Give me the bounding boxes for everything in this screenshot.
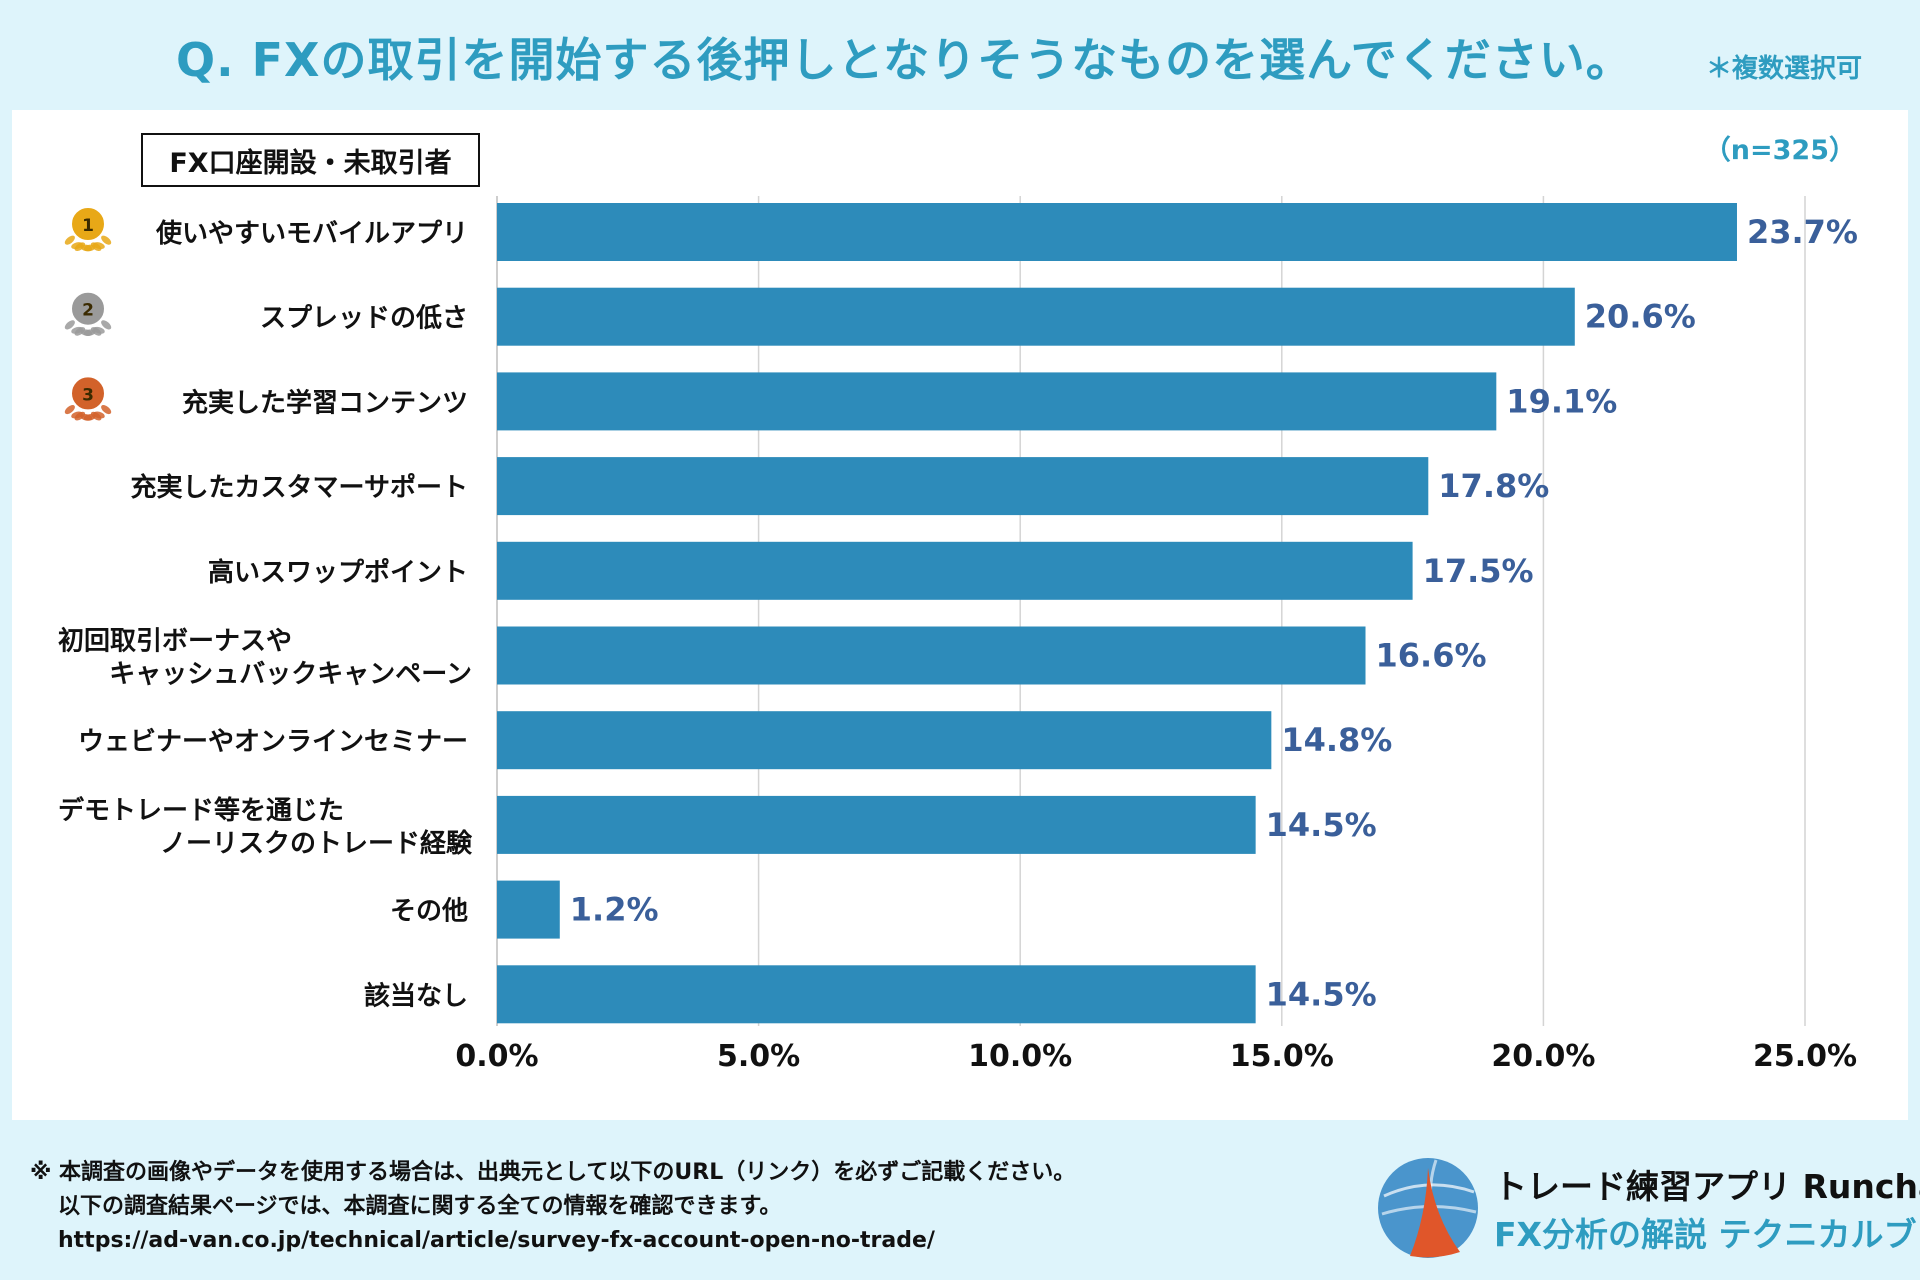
value-label: 14.5% [1266,806,1377,844]
value-label: 1.2% [570,891,659,929]
value-label: 14.5% [1266,975,1377,1013]
laurel-leaf-icon [74,411,86,421]
sample-size: （n=325） [1703,135,1856,166]
bar [497,711,1272,770]
category-label: ノーリスクのトレード経験 [160,828,473,859]
category-label: スプレッドの低さ [260,304,468,334]
header: Q. FXの取引を開始する後押しとなりそうなものを選んでください。 ＊複数選択可 [0,0,1920,110]
multiple-choice-note: ＊複数選択可 [1705,54,1862,84]
rank-number: 2 [82,301,94,321]
value-label: 23.7% [1747,213,1858,251]
category-label: 該当なし [364,980,468,1011]
category-label: 充実したカスタマーサポート [131,472,468,503]
category-label: デモトレード等を通じた [58,795,344,826]
category-label: その他 [390,897,468,927]
bar [497,287,1575,346]
category-label: キャッシュバックキャンペーン [109,660,472,690]
category-label: 高いスワップポイント [208,557,468,588]
brand-subtitle: FX分析の解説 テクニカルブック [1494,1215,1920,1254]
laurel-leaf-icon [101,235,112,245]
laurel-leaf-icon [64,235,75,245]
category-label: 充実した学習コンテンツ [182,387,468,418]
laurel-leaf-icon [90,242,102,252]
footer-note: ※ 本調査の画像やデータを使用する場合は、出典元として以下のURL（リンク）を必… [30,1156,1075,1258]
brand: トレード練習アプリ Runcha FX分析の解説 テクニカルブック [1376,1156,1920,1260]
value-label: 16.6% [1376,637,1487,675]
x-tick-label: 10.0% [968,1039,1072,1074]
footer-line-1: ※ 本調査の画像やデータを使用する場合は、出典元として以下のURL（リンク）を必… [30,1160,1076,1185]
bar [497,541,1413,600]
series-label: FX口座開設・未取引者 [141,133,480,187]
value-label: 19.1% [1506,382,1617,420]
brand-name: トレード練習アプリ Runcha [1494,1167,1920,1206]
laurel-leaf-icon [101,404,112,415]
laurel-leaf-icon [64,320,75,330]
x-tick-label: 5.0% [717,1039,800,1074]
laurel-leaf-icon [74,242,86,252]
category-label: ウェビナーやオンラインセミナー [78,727,468,757]
laurel-leaf-icon [90,327,102,336]
value-label: 14.8% [1281,721,1392,759]
laurel-leaf-icon [90,411,102,421]
rank-medal-icon [70,290,106,327]
rank-number: 3 [82,385,94,405]
x-tick-label: 15.0% [1230,1039,1334,1074]
chart-panel [12,110,1908,1120]
bar [497,203,1737,261]
footer-line-2: 以下の調査結果ページでは、本調査に関する全ての情報を確認できます。 [58,1194,782,1219]
category-label: 使いやすいモバイルアプリ [155,219,468,249]
laurel-leaf-icon [101,320,112,330]
bar-chart: 0.0% 5.0% 10.0% 15.0% 20.0% 25.0% 23.7% 使いやすいモバ… [58,196,1858,1074]
bar [497,965,1256,1024]
x-tick-label: 0.0% [455,1039,538,1074]
x-tick-label: 20.0% [1491,1039,1595,1074]
bar [497,880,560,939]
rank-number: 1 [82,216,94,236]
value-label: 20.6% [1585,298,1696,336]
rank-medal-icon [70,375,106,412]
bar [497,457,1429,516]
value-label: 17.8% [1438,467,1549,505]
x-tick-label: 25.0% [1753,1039,1857,1074]
bar [497,626,1366,685]
source-url-link[interactable]: https://ad-van.co.jp/technical/article/s… [58,1228,935,1253]
bar [497,372,1497,431]
bar [497,795,1256,854]
page-title: Q. FXの取引を開始する後押しとなりそうなものを選んでください。 [176,33,1633,87]
laurel-leaf-icon [64,404,75,415]
rank-medal-icon [70,206,106,242]
value-label: 17.5% [1423,552,1534,590]
runcha-logo-icon [1378,1158,1478,1258]
category-label: 初回取引ボーナスや [58,627,292,657]
laurel-leaf-icon [74,327,86,336]
